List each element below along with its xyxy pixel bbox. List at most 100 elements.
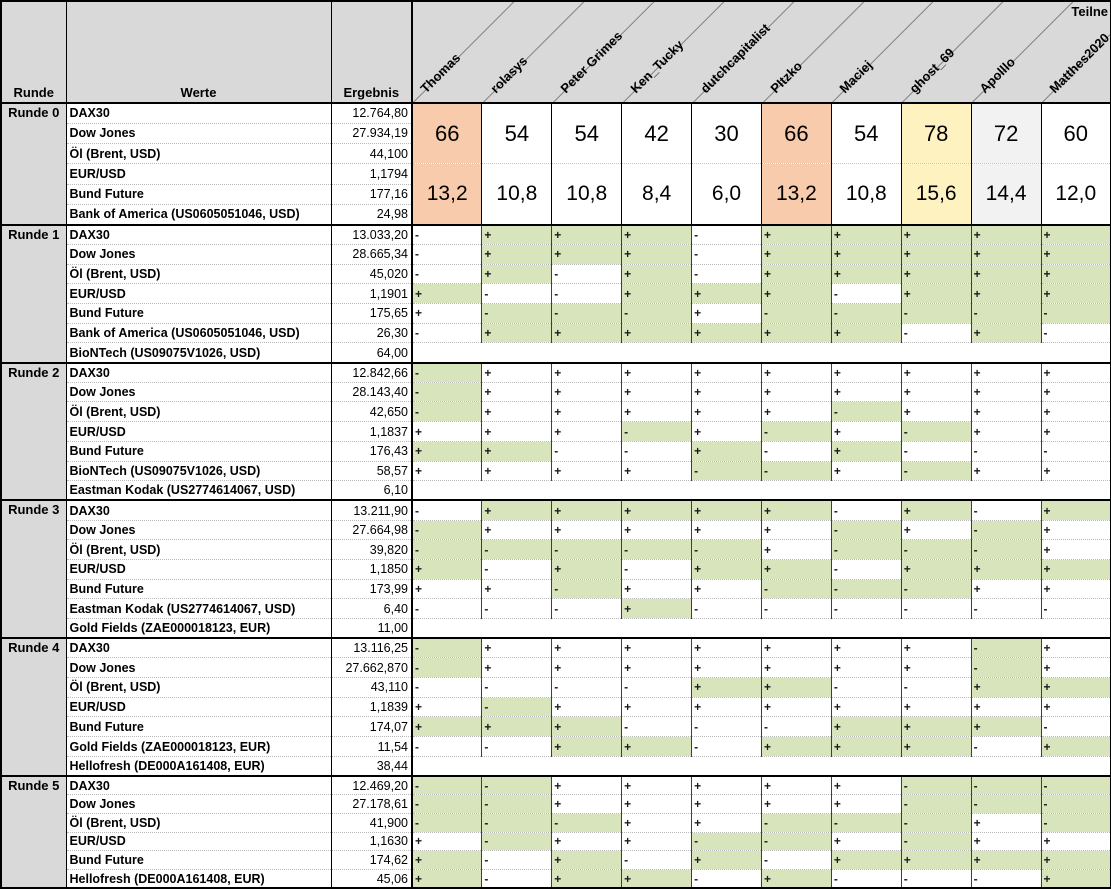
bet-cell[interactable]: - xyxy=(971,598,1042,620)
bet-cell[interactable]: + xyxy=(971,697,1042,718)
column-header-ergebnis[interactable]: Ergebnis xyxy=(331,1,413,104)
bet-cell[interactable]: + xyxy=(412,850,483,870)
bet-cell[interactable]: - xyxy=(691,539,762,560)
bet-cell[interactable]: + xyxy=(551,382,623,403)
instrument-value[interactable]: 1,1630 xyxy=(331,832,413,852)
bet-cell[interactable]: - xyxy=(831,598,902,620)
bet-cell[interactable]: + xyxy=(831,244,902,265)
bet-cell[interactable]: + xyxy=(1041,559,1111,580)
participants-header-cell[interactable]: Teilne Thomas rolasys Peter Grimes Ken_Tuck… xyxy=(412,1,1111,104)
bet-cell[interactable]: + xyxy=(481,421,553,442)
bet-cell[interactable]: + xyxy=(551,520,623,541)
instrument-value[interactable]: 58,57 xyxy=(331,461,413,482)
bet-cell[interactable]: + xyxy=(412,441,483,462)
bet-cell[interactable]: - xyxy=(971,520,1042,541)
score-cell[interactable]: 14,4 xyxy=(971,163,1042,226)
instrument-value[interactable]: 176,43 xyxy=(331,441,413,462)
instrument-name[interactable]: Öl (Brent, USD) xyxy=(66,264,332,285)
round-label[interactable]: Runde 0 xyxy=(1,103,67,226)
bet-cell[interactable]: + xyxy=(621,323,693,344)
bet-cell[interactable]: + xyxy=(691,401,762,423)
bet-cell[interactable]: - xyxy=(831,813,902,833)
bet-cell[interactable]: + xyxy=(412,869,483,889)
bet-cell[interactable]: + xyxy=(621,401,693,423)
bet-cell[interactable]: - xyxy=(901,794,972,814)
score-cell[interactable]: 66 xyxy=(761,103,832,165)
bet-cell[interactable]: + xyxy=(481,500,553,521)
bet-cell[interactable]: + xyxy=(551,776,623,796)
bet-cell[interactable]: + xyxy=(901,500,972,521)
bet-cell[interactable]: - xyxy=(901,813,972,833)
bet-cell[interactable]: + xyxy=(831,382,902,403)
bet-cell[interactable]: + xyxy=(1041,539,1111,560)
bet-cell[interactable]: + xyxy=(1041,224,1111,245)
instrument-value[interactable]: 39,820 xyxy=(331,539,413,560)
bet-cell[interactable]: - xyxy=(971,441,1042,462)
bet-cell[interactable]: + xyxy=(1041,461,1111,482)
bet-cell[interactable]: + xyxy=(551,244,623,265)
instrument-name[interactable]: Gold Fields (ZAE000018123, EUR) xyxy=(66,736,332,757)
instrument-name[interactable]: EUR/USD xyxy=(66,421,332,442)
bet-cell[interactable]: + xyxy=(551,559,623,580)
instrument-name[interactable]: Dow Jones xyxy=(66,244,332,265)
bet-cell[interactable]: + xyxy=(901,401,972,423)
bet-cell[interactable]: + xyxy=(761,794,832,814)
bet-cell[interactable]: - xyxy=(761,441,832,462)
bet-cell[interactable]: - xyxy=(971,776,1042,796)
bet-cell[interactable]: + xyxy=(691,559,762,580)
bet-cell[interactable]: + xyxy=(621,697,693,718)
bet-cell[interactable]: - xyxy=(481,776,553,796)
instrument-value[interactable]: 1,1839 xyxy=(331,697,413,718)
bet-cell[interactable]: - xyxy=(971,657,1042,679)
bet-cell[interactable]: + xyxy=(551,850,623,870)
score-cell[interactable]: 30 xyxy=(691,103,762,165)
instrument-value[interactable]: 27.662,870 xyxy=(331,657,413,679)
bet-cell[interactable]: + xyxy=(551,323,623,344)
bet-cell[interactable]: + xyxy=(1041,421,1111,442)
instrument-name[interactable]: DAX30 xyxy=(66,638,332,659)
instrument-value[interactable]: 1,1901 xyxy=(331,283,413,305)
bet-cell[interactable]: + xyxy=(412,303,483,324)
bet-cell[interactable]: + xyxy=(481,716,553,738)
bet-cell[interactable]: + xyxy=(971,850,1042,870)
bet-cell[interactable]: - xyxy=(1041,794,1111,814)
bet-cell[interactable]: - xyxy=(831,559,902,580)
bet-cell[interactable]: - xyxy=(412,598,483,620)
instrument-value[interactable]: 177,16 xyxy=(331,184,413,205)
bet-cell[interactable]: + xyxy=(481,461,553,482)
bet-cell[interactable]: + xyxy=(481,224,553,245)
instrument-value[interactable]: 43,110 xyxy=(331,677,413,698)
bet-cell[interactable]: + xyxy=(901,362,972,383)
instrument-name[interactable]: Öl (Brent, USD) xyxy=(66,143,332,165)
score-cell[interactable]: 60 xyxy=(1041,103,1111,165)
instrument-value[interactable]: 44,100 xyxy=(331,143,413,165)
instrument-name[interactable]: DAX30 xyxy=(66,103,332,124)
instrument-value[interactable]: 174,07 xyxy=(331,716,413,738)
bet-cell[interactable]: + xyxy=(761,520,832,541)
bet-cell[interactable]: - xyxy=(412,382,483,403)
instrument-value[interactable]: 28.665,34 xyxy=(331,244,413,265)
bet-cell[interactable]: + xyxy=(412,559,483,580)
bet-cell[interactable]: - xyxy=(621,559,693,580)
instrument-name[interactable]: Hellofresh (DE000A161408, EUR) xyxy=(66,869,332,889)
bet-cell[interactable]: + xyxy=(621,813,693,833)
instrument-name[interactable]: EUR/USD xyxy=(66,559,332,580)
bet-cell[interactable]: - xyxy=(761,813,832,833)
bet-cell[interactable]: + xyxy=(481,264,553,285)
bet-cell[interactable]: + xyxy=(481,362,553,383)
bet-cell[interactable]: + xyxy=(551,736,623,757)
bet-cell[interactable]: - xyxy=(691,716,762,738)
bet-cell[interactable]: - xyxy=(831,520,902,541)
bet-cell[interactable]: - xyxy=(901,869,972,889)
bet-cell[interactable]: - xyxy=(412,657,483,679)
bet-cell[interactable]: + xyxy=(412,421,483,442)
bet-cell[interactable]: - xyxy=(551,283,623,305)
bet-cell[interactable]: - xyxy=(481,559,553,580)
bet-cell[interactable]: - xyxy=(901,441,972,462)
participant-name[interactable]: rolasys xyxy=(487,53,531,96)
bet-cell[interactable]: - xyxy=(412,736,483,757)
bet-cell[interactable]: + xyxy=(971,559,1042,580)
bet-cell[interactable]: + xyxy=(551,461,623,482)
bet-cell[interactable]: - xyxy=(481,303,553,324)
bet-cell[interactable]: + xyxy=(481,401,553,423)
